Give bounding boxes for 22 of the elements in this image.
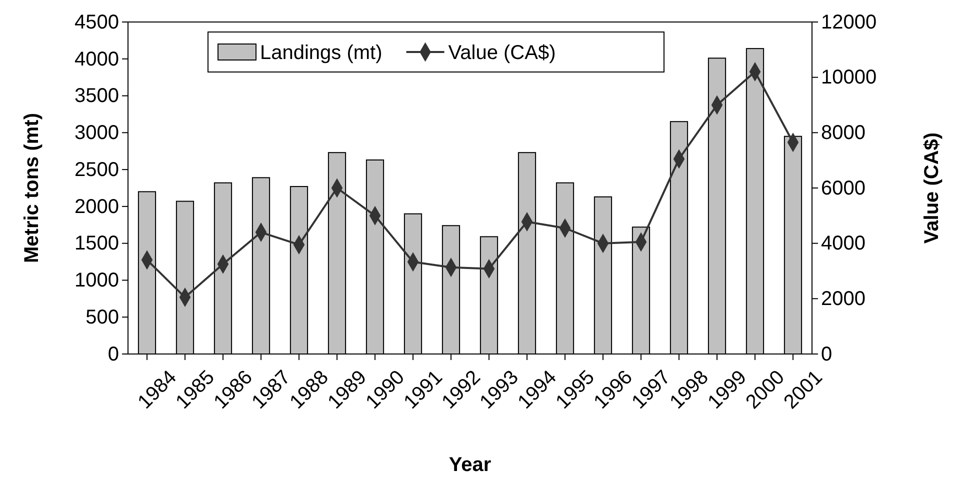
y2-tick-label: 6000 (821, 177, 866, 200)
y-tick-label: 1500 (74, 232, 119, 255)
x-axis-title: Year (448, 454, 492, 476)
y-tick-label: 1000 (74, 270, 119, 292)
y2-tick-label: 8000 (821, 122, 866, 144)
y-tick-label: 2500 (74, 158, 119, 181)
y-tick-label: 3500 (74, 85, 119, 108)
y2-tick-label: 2000 (821, 288, 866, 310)
y2-axis-title: Value (CA$) (921, 132, 943, 244)
y-tick-label: 4500 (74, 11, 119, 34)
legend-label: Landings (mt) (260, 42, 382, 64)
y2-tick-label: 0 (821, 343, 832, 366)
y2-tick-label: 4000 (821, 232, 866, 255)
legend-label: Value (CA$) (448, 42, 556, 64)
y-tick-label: 0 (108, 343, 119, 366)
y-tick-label: 4000 (74, 48, 119, 70)
y2-tick-label: 12000 (821, 11, 877, 34)
y-axis-title: Metric tons (mt) (21, 113, 43, 263)
y-tick-label: 3000 (74, 122, 119, 144)
y-tick-label: 2000 (74, 196, 119, 218)
y2-tick-label: 10000 (821, 66, 877, 89)
y-tick-label: 500 (86, 306, 119, 329)
